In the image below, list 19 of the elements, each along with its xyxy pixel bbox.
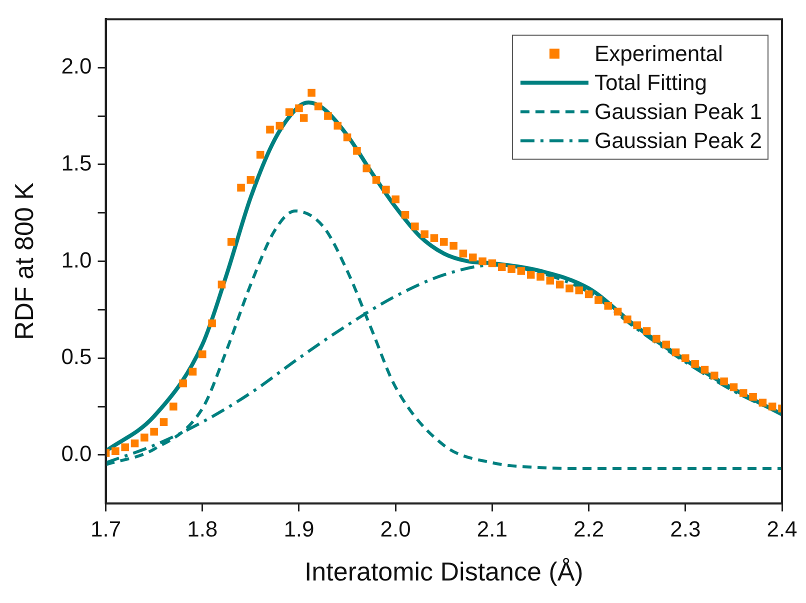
x-axis-title: Interatomic Distance (Å): [304, 556, 584, 587]
x-tick-label: 1.9: [284, 516, 314, 542]
y-tick-label: 2.0: [61, 54, 92, 79]
y-tick-label: 0.0: [61, 441, 92, 466]
legend-label: Gaussian Peak 1: [594, 98, 762, 124]
x-tick-label: 2.2: [574, 516, 604, 542]
x-tick-label: 1.7: [90, 516, 122, 542]
legend-label: Experimental: [594, 40, 723, 66]
y-tick-label: 0.5: [61, 344, 92, 370]
x-tick-label: 1.8: [187, 516, 218, 542]
legend-label: Total Fitting: [594, 70, 707, 95]
x-tick-label: 2.3: [670, 516, 701, 542]
x-tick-label: 2.0: [380, 516, 411, 542]
legend-label: Gaussian Peak 2: [594, 128, 762, 153]
y-tick-label: 1.0: [61, 247, 92, 272]
y-axis-title: RDF at 800 K: [8, 182, 39, 340]
x-tick-label: 2.4: [766, 516, 798, 542]
x-tick-label: 2.1: [476, 516, 508, 542]
y-tick-label: 1.5: [61, 150, 92, 176]
